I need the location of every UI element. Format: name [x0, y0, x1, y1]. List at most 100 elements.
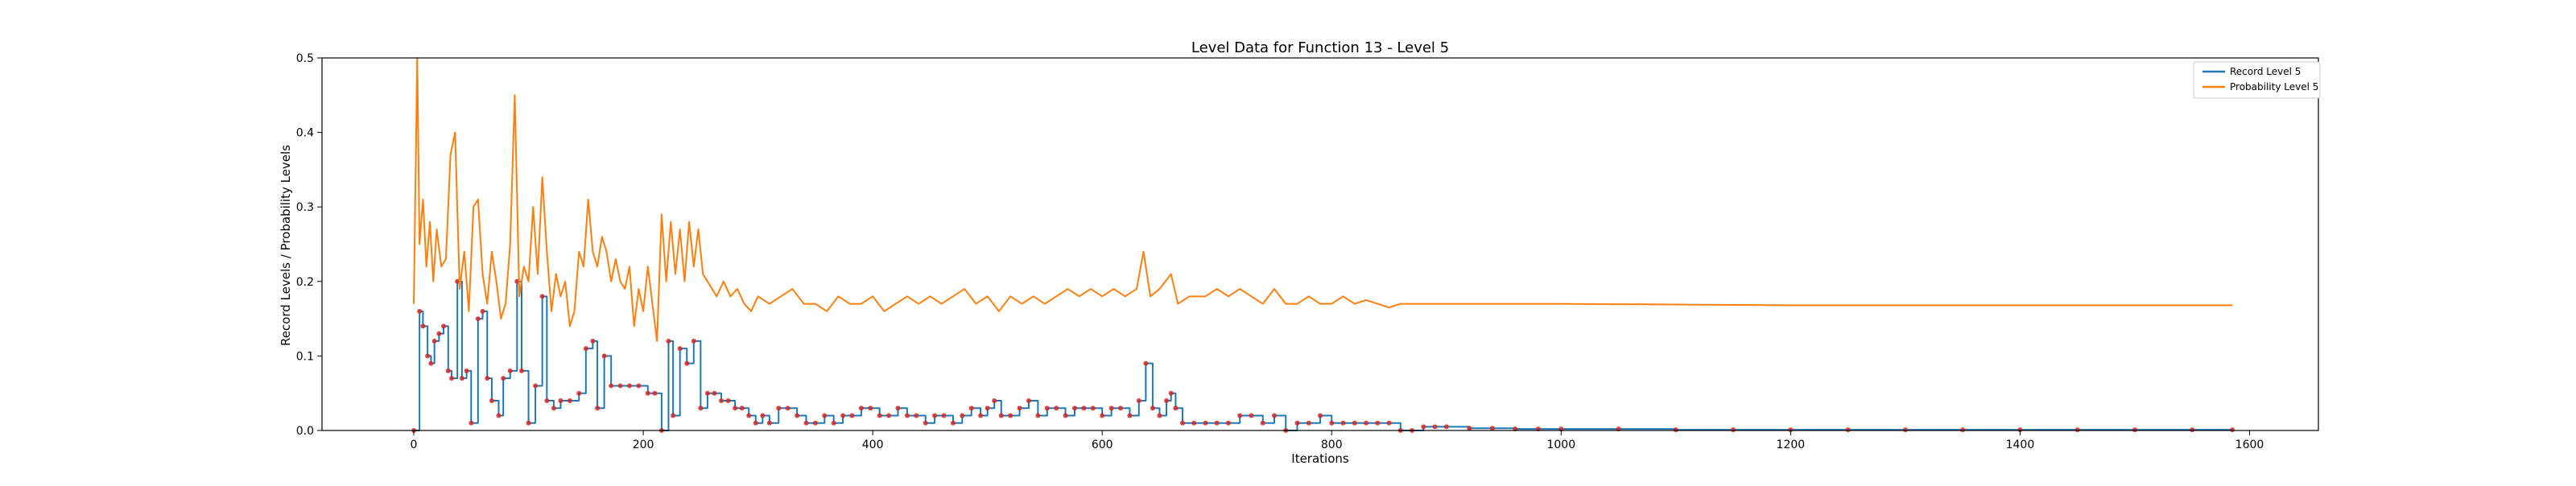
data-point-marker	[480, 308, 485, 314]
x-tick-label: 1600	[2235, 439, 2264, 451]
series-layer	[411, 57, 2235, 433]
data-point-marker	[652, 390, 658, 396]
data-point-marker	[1845, 427, 1851, 433]
data-point-marker	[1203, 420, 1208, 426]
data-point-marker	[425, 353, 431, 359]
x-tick-label: 400	[862, 439, 884, 451]
data-point-marker	[803, 420, 809, 426]
data-point-marker	[595, 406, 601, 411]
series-line-probability-level-5	[413, 57, 2233, 342]
data-point-marker	[1443, 424, 1449, 430]
data-point-marker	[1150, 406, 1155, 411]
data-point-marker	[1318, 413, 1323, 418]
x-axis: 0 200 400 600 800 1000 1200 1400 1600	[411, 430, 2264, 451]
data-point-marker	[2190, 427, 2195, 433]
data-point-marker	[677, 346, 683, 352]
data-point-marker	[576, 390, 582, 396]
y-tick-label: 0.3	[296, 201, 314, 214]
data-point-marker	[671, 413, 676, 418]
data-point-marker	[501, 376, 506, 381]
data-point-marker	[609, 383, 614, 389]
data-point-marker	[1364, 420, 1369, 426]
data-point-marker	[464, 368, 469, 373]
x-tick-label: 1400	[2006, 439, 2035, 451]
data-point-marker	[1035, 413, 1041, 418]
data-point-marker	[1108, 406, 1114, 411]
data-point-marker	[431, 338, 437, 344]
data-point-marker	[1081, 406, 1087, 411]
data-point-marker	[968, 406, 974, 411]
data-point-marker	[1421, 424, 1426, 430]
data-point-marker	[1260, 420, 1265, 426]
data-point-marker	[923, 420, 928, 426]
legend: Record Level 5 Probability Level 5	[2193, 61, 2321, 99]
data-point-marker	[1271, 413, 1277, 418]
data-point-marker	[1168, 390, 1174, 396]
data-point-marker	[455, 278, 460, 284]
data-point-marker	[1100, 413, 1105, 418]
data-point-marker	[666, 338, 671, 344]
data-point-marker	[895, 406, 901, 411]
data-point-marker	[733, 406, 738, 411]
data-point-marker	[684, 360, 690, 366]
data-point-marker	[992, 397, 997, 403]
data-point-marker	[1340, 420, 1346, 426]
data-point-marker	[822, 413, 828, 418]
data-point-marker	[1329, 420, 1335, 426]
data-point-marker	[1225, 420, 1231, 426]
data-point-marker	[795, 413, 800, 418]
data-point-marker	[1017, 406, 1022, 411]
data-point-marker	[1467, 426, 1472, 431]
data-point-marker	[812, 420, 818, 426]
x-tick-label: 800	[1321, 439, 1343, 451]
x-axis-label: Iterations	[1291, 451, 1349, 466]
data-point-marker	[932, 413, 938, 418]
data-point-marker	[985, 406, 990, 411]
data-point-marker	[2074, 427, 2080, 433]
data-point-marker	[1489, 426, 1495, 431]
data-point-marker	[626, 383, 632, 389]
data-point-marker	[704, 390, 710, 396]
x-tick-label: 1200	[1777, 439, 1806, 451]
y-tick-label: 0.4	[296, 127, 314, 140]
data-point-marker	[539, 294, 545, 299]
chart-title: Level Data for Function 13 - Level 5	[1191, 39, 1449, 56]
x-tick-label: 200	[633, 439, 654, 451]
data-point-marker	[1179, 420, 1185, 426]
data-point-marker	[1731, 427, 1736, 433]
data-point-marker	[1157, 413, 1162, 418]
data-point-marker	[1054, 406, 1059, 411]
data-point-marker	[746, 413, 752, 418]
y-tick-label: 0.1	[296, 350, 314, 363]
data-point-marker	[1960, 427, 1966, 433]
data-point-marker	[877, 413, 882, 418]
plot-area	[321, 57, 2319, 433]
data-point-marker	[496, 413, 502, 418]
data-point-marker	[645, 390, 650, 396]
data-point-marker	[1173, 406, 1179, 411]
data-point-marker	[1071, 406, 1077, 411]
data-point-marker	[583, 346, 588, 352]
data-point-marker	[1386, 420, 1392, 426]
y-axis-label: Record Levels / Probability Levels	[279, 145, 293, 346]
data-point-marker	[1008, 413, 1013, 418]
data-point-marker	[558, 397, 564, 403]
data-point-marker	[712, 390, 717, 396]
data-point-marker	[1294, 420, 1300, 426]
x-tick-label: 600	[1092, 439, 1113, 451]
data-point-marker	[739, 406, 745, 411]
legend-label-probability-level-5: Probability Level 5	[2230, 81, 2318, 93]
data-point-marker	[849, 413, 855, 418]
data-point-marker	[519, 368, 524, 373]
data-point-marker	[475, 316, 481, 322]
data-point-marker	[1026, 397, 1031, 403]
legend-label-record-level-5: Record Level 5	[2230, 66, 2301, 77]
data-point-marker	[840, 413, 846, 418]
data-point-marker	[2132, 427, 2137, 433]
data-point-marker	[533, 383, 539, 389]
data-point-marker	[485, 376, 490, 381]
data-point-marker	[950, 420, 956, 426]
data-point-marker	[753, 420, 758, 426]
